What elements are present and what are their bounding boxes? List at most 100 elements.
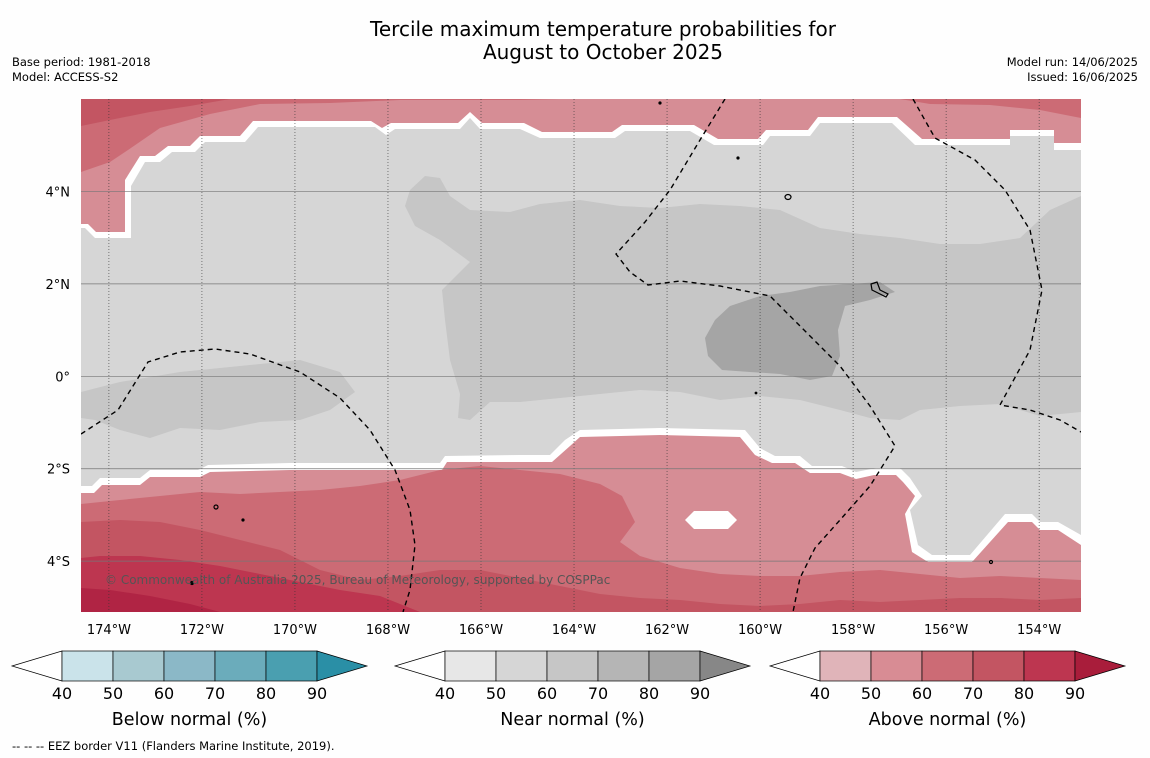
colorbar-tick-label: 60 — [537, 684, 557, 703]
colorbar-segment — [444, 650, 497, 682]
y-tick-label: 2°S — [47, 463, 70, 478]
colorbar-segment — [495, 650, 548, 682]
eez-borders — [81, 99, 1081, 612]
colorbar-tick-label: 80 — [639, 684, 659, 703]
colorbar-tick-label: 50 — [486, 684, 506, 703]
colorbar-title: Below normal (%) — [112, 710, 267, 730]
model-run: Model run: 14/06/2025 — [1006, 55, 1138, 69]
colorbar-segment — [921, 650, 974, 682]
colorbar-tick-label: 40 — [52, 684, 72, 703]
colorbar-tick-label: 90 — [307, 684, 327, 703]
colorbar-segment — [112, 650, 165, 682]
x-tick-label: 158°W — [831, 623, 875, 638]
colorbar-title: Near normal (%) — [500, 710, 645, 730]
colorbar-tick-label: 80 — [256, 684, 276, 703]
colorbar-segment — [546, 650, 599, 682]
colorbar-tick-label: 90 — [690, 684, 710, 703]
colorbar: 40 50 60 70 80 90 Below normal (%) — [10, 650, 369, 730]
colorbar: 40 50 60 70 80 90 Above normal (%) — [768, 650, 1127, 730]
central-near-70-region — [705, 282, 895, 380]
chart-title: Tercile maximum temperature probabilitie… — [0, 18, 1150, 64]
north-above-70-region — [81, 99, 230, 126]
colorbar-segment — [597, 650, 650, 682]
colorbar-extend-high — [316, 650, 369, 682]
x-axis-ticks: 174°W 172°W 170°W 168°W 166°W 164°W 162°W 160°W… — [87, 623, 1062, 638]
x-tick-label: 164°W — [552, 623, 596, 638]
colorbar-extend-high — [699, 650, 752, 682]
y-tick-label: 4°S — [47, 555, 70, 570]
colorbar-tick-label: 50 — [861, 684, 881, 703]
colorbar-segment — [265, 650, 318, 682]
colorbar-segment — [819, 650, 872, 682]
white-patch — [685, 511, 737, 529]
island-outline — [241, 518, 245, 522]
eez-border-west — [81, 348, 416, 612]
colorbar-tick-label: 40 — [435, 684, 455, 703]
island-outline — [988, 559, 994, 565]
copyright-text: © Commonwealth of Australia 2025, Bureau… — [105, 573, 610, 587]
south-above-90-region — [81, 588, 220, 612]
meta-left: Base period: 1981-2018 Model: ACCESS-S2 — [12, 55, 151, 85]
colorbar-tick-label: 40 — [810, 684, 830, 703]
islands — [189, 101, 994, 586]
x-tick-label: 174°W — [87, 623, 131, 638]
x-tick-label: 154°W — [1017, 623, 1061, 638]
island-outline — [754, 391, 758, 395]
island-outline — [658, 101, 662, 105]
x-tick-label: 162°W — [645, 623, 689, 638]
north-east-above-60-region — [900, 99, 1081, 118]
west-near-60-region — [81, 360, 355, 438]
colorbar-tick-label: 70 — [205, 684, 225, 703]
colorbar-segment — [1023, 650, 1076, 682]
colorbar-segment — [61, 650, 114, 682]
x-tick-label: 166°W — [459, 623, 503, 638]
colorbar-tick-label: 70 — [588, 684, 608, 703]
x-tick-label: 168°W — [366, 623, 410, 638]
y-tick-label: 0° — [55, 370, 70, 385]
colorbar-tick-label: 50 — [103, 684, 123, 703]
colorbars: 40 50 60 70 80 90 Below normal (%) 40 50 60 70 80 90… — [10, 650, 1127, 730]
meta-right: Model run: 14/06/2025 Issued: 16/06/2025 — [1007, 55, 1138, 85]
x-tick-label: 156°W — [924, 623, 968, 638]
colorbar-tick-label: 60 — [154, 684, 174, 703]
island-outline — [189, 580, 195, 586]
map-layers — [81, 99, 1081, 612]
y-tick-label: 4°N — [46, 185, 71, 200]
island-outline — [784, 193, 792, 201]
title-line-1: Tercile maximum temperature probabilitie… — [370, 17, 836, 41]
colorbar-tick-label: 60 — [912, 684, 932, 703]
colorbar-extend-high — [1074, 650, 1127, 682]
colorbar-extend-low — [393, 650, 446, 682]
south-east-above-70-region — [890, 598, 1040, 612]
x-tick-label: 160°W — [738, 623, 782, 638]
y-tick-label: 2°N — [46, 278, 71, 293]
colorbar-tick-label: 90 — [1065, 684, 1085, 703]
y-axis-ticks: 4°N 2°N 0° 2°S 4°S — [46, 185, 71, 570]
colorbar-title: Above normal (%) — [869, 710, 1027, 730]
footer-note: -- -- -- EEZ border V11 (Flanders Marine… — [12, 739, 335, 753]
eez-border-east — [912, 99, 1081, 433]
issued-date: Issued: 16/06/2025 — [1027, 70, 1138, 84]
eez-border-central — [615, 99, 896, 612]
grid-parallels — [81, 191, 1081, 562]
colorbar-extend-low — [10, 650, 63, 682]
base-period: Base period: 1981-2018 — [12, 55, 151, 69]
title-line-2: August to October 2025 — [482, 40, 724, 64]
island-outline — [870, 281, 889, 298]
x-tick-label: 172°W — [180, 623, 224, 638]
x-tick-label: 170°W — [273, 623, 317, 638]
south-above-80-region — [81, 556, 420, 612]
colorbar-tick-label: 70 — [963, 684, 983, 703]
colorbar-segment — [648, 650, 701, 682]
colorbar-segment — [870, 650, 923, 682]
model-name: Model: ACCESS-S2 — [12, 70, 119, 84]
island-outline — [736, 156, 740, 160]
colorbar: 40 50 60 70 80 90 Near normal (%) — [393, 650, 752, 730]
colorbar-segment — [972, 650, 1025, 682]
island-outline — [213, 504, 219, 510]
colorbar-segment — [214, 650, 267, 682]
colorbar-segment — [163, 650, 216, 682]
colorbar-tick-label: 80 — [1014, 684, 1034, 703]
colorbar-extend-low — [768, 650, 821, 682]
